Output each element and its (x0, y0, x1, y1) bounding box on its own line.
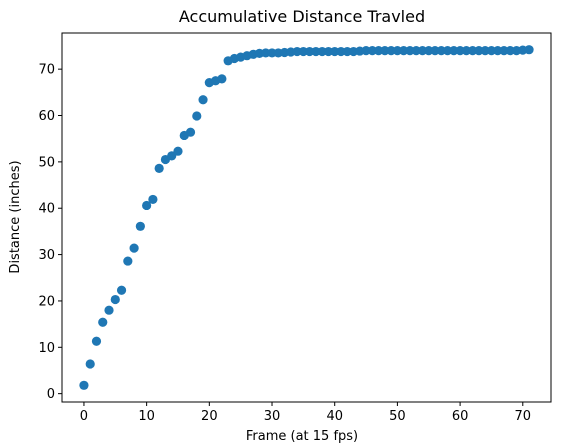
data-point (116, 285, 127, 295)
x-tick-label: 40 (326, 409, 343, 424)
y-tick-label: 0 (47, 387, 55, 402)
data-point (110, 294, 120, 305)
y-tick-label: 20 (38, 294, 55, 309)
data-point (129, 243, 139, 253)
x-tick-label: 10 (138, 409, 155, 424)
data-point (148, 194, 158, 205)
x-axis: 0 10 20 30 40 50 60 70 (80, 402, 531, 424)
data-point (142, 200, 152, 211)
y-tick-label: 10 (38, 341, 55, 356)
x-tick-label: 20 (201, 409, 218, 424)
x-axis-label: Frame (at 15 fps) (246, 429, 358, 444)
data-point (198, 95, 208, 105)
data-point (123, 256, 133, 266)
data-point (85, 359, 95, 369)
data-points (79, 45, 534, 390)
data-point (192, 111, 202, 121)
x-tick-label: 70 (515, 409, 532, 424)
data-point (135, 221, 145, 231)
data-point (91, 336, 102, 346)
data-point (185, 127, 196, 137)
plot-frame (61, 32, 552, 403)
x-tick-label: 30 (264, 409, 281, 424)
data-point (167, 151, 177, 161)
data-point (98, 317, 108, 327)
y-tick-label: 60 (38, 109, 55, 124)
data-point (79, 380, 89, 390)
data-point (217, 74, 227, 84)
y-axis: 0 10 20 30 40 50 60 70 (38, 63, 62, 402)
y-tick-label: 40 (38, 202, 55, 217)
data-point (104, 305, 114, 315)
chart-title: Accumulative Distance Travled (179, 7, 425, 26)
y-tick-label: 50 (38, 155, 55, 170)
x-tick-label: 60 (452, 409, 469, 424)
x-tick-label: 50 (389, 409, 406, 424)
x-tick-label: 0 (80, 409, 88, 424)
y-tick-label: 30 (38, 248, 55, 263)
data-point (173, 146, 183, 156)
data-point (524, 45, 534, 55)
data-point (154, 163, 164, 173)
y-axis-label: Distance (inches) (8, 160, 23, 273)
y-tick-label: 70 (38, 63, 55, 78)
